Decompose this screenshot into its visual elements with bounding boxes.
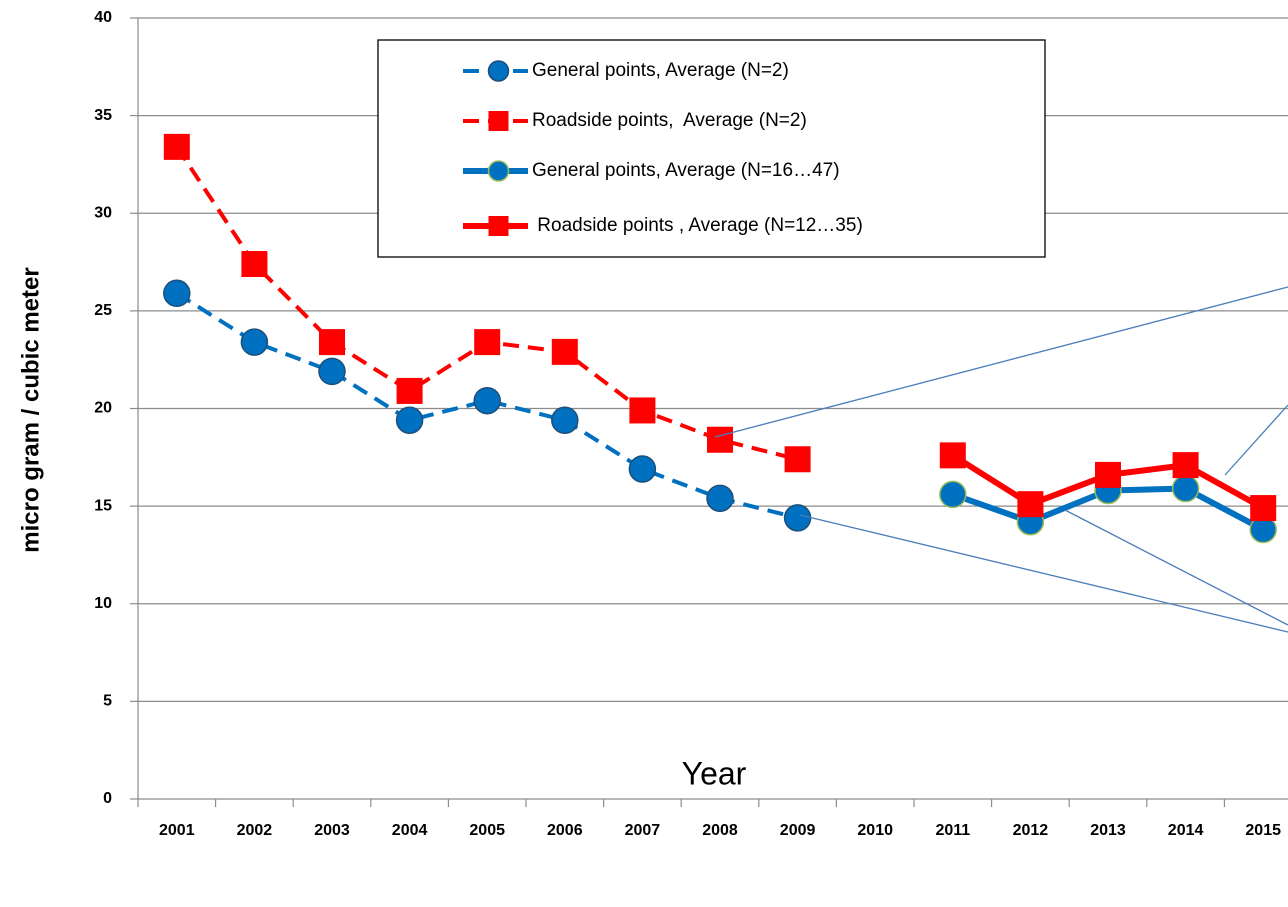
x-tick-label: 2005 — [469, 822, 505, 839]
marker — [163, 133, 190, 160]
marker — [1095, 461, 1121, 488]
marker — [939, 442, 966, 469]
marker — [939, 480, 967, 509]
x-tick-label: 2003 — [314, 822, 350, 839]
y-tick-label: 25 — [94, 302, 112, 319]
marker — [783, 504, 812, 532]
marker — [1250, 495, 1277, 522]
trend-line — [799, 514, 1288, 633]
marker — [628, 455, 657, 483]
marker — [488, 111, 509, 131]
marker — [551, 338, 578, 365]
legend-label: Roadside points, Average (N=2) — [532, 110, 807, 131]
marker — [241, 251, 268, 278]
y-tick-label: 5 — [103, 693, 112, 710]
y-tick-label: 30 — [94, 204, 112, 221]
y-tick-label: 20 — [94, 400, 112, 417]
x-tick-label: 2014 — [1168, 822, 1204, 839]
marker — [395, 406, 424, 434]
marker — [473, 386, 501, 415]
marker — [551, 406, 579, 434]
y-tick-label: 15 — [94, 497, 112, 514]
marker — [1172, 452, 1199, 479]
legend-label: General points, Average (N=16…47) — [532, 160, 840, 181]
legend-label: Roadside points , Average (N=12…35) — [532, 215, 863, 236]
x-tick-label: 2007 — [625, 822, 661, 839]
x-tick-label: 2010 — [857, 822, 893, 839]
x-tick-label: 2006 — [547, 822, 583, 839]
marker — [396, 377, 423, 404]
y-tick-label: 0 — [103, 790, 112, 807]
y-tick-label: 40 — [94, 9, 112, 26]
marker — [487, 60, 510, 82]
trend-lines — [714, 286, 1288, 633]
y-tick-label: 10 — [94, 595, 112, 612]
x-tick-label: 2013 — [1090, 822, 1126, 839]
y-tick-label: 35 — [94, 107, 112, 124]
marker — [240, 328, 269, 356]
marker — [1017, 491, 1044, 518]
trend-line — [1064, 509, 1288, 626]
marker — [706, 484, 734, 513]
x-tick-label: 2001 — [159, 822, 195, 839]
marker — [629, 397, 656, 424]
marker — [1171, 474, 1200, 503]
marker — [488, 216, 509, 236]
x-tick-label: 2012 — [1013, 822, 1049, 839]
x-tick-label: 2011 — [935, 822, 970, 839]
marker — [707, 426, 733, 453]
y-axis-label: micro gram / cubic meter — [17, 267, 44, 552]
marker — [319, 329, 345, 356]
plot-area: 0 5 10 15 20 25 30 35 40 2001 2002 2003 2004 2005 2006… — [94, 9, 1288, 839]
x-tick-label: 2004 — [392, 822, 428, 839]
x-tick-label: 2015 — [1245, 822, 1281, 839]
x-tick-label: 2009 — [780, 822, 816, 839]
marker — [318, 357, 346, 386]
x-axis-label: Year — [682, 755, 747, 791]
trend-line — [1224, 404, 1288, 476]
marker — [474, 329, 501, 356]
marker — [487, 160, 510, 182]
trend-line — [714, 286, 1288, 438]
marker — [163, 279, 191, 308]
x-tick-label: 2008 — [702, 822, 738, 839]
x-tick-label: 2002 — [237, 822, 273, 839]
marker — [784, 446, 811, 473]
legend-label: General points, Average (N=2) — [532, 60, 789, 81]
legend: General points, Average (N=2) Roadside po… — [377, 39, 1046, 258]
